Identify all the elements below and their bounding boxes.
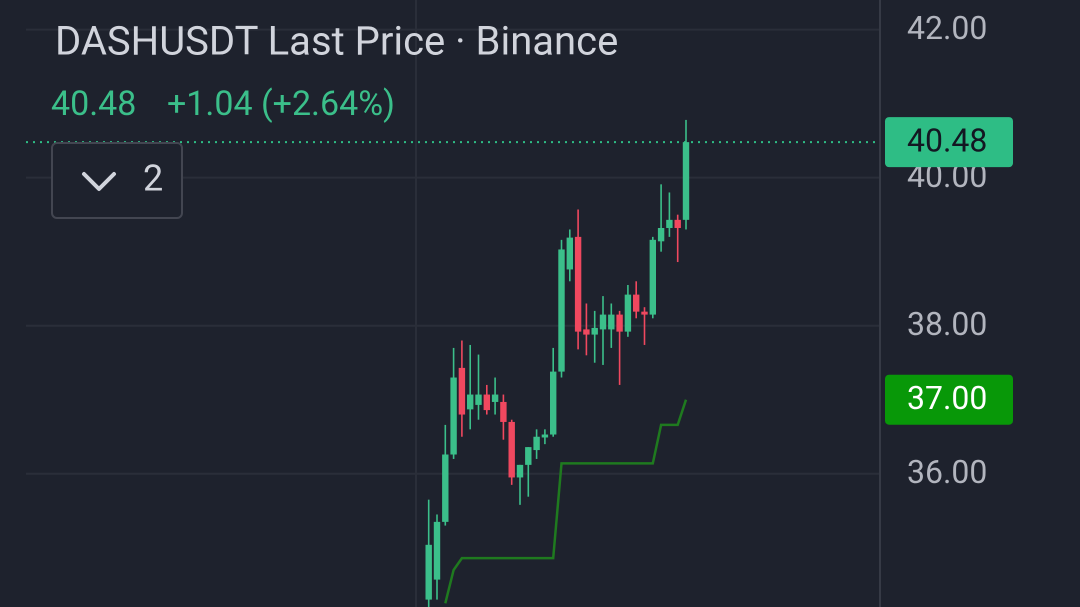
header-price: 40.48 xyxy=(51,84,136,124)
price-label: 37.00 xyxy=(907,379,987,417)
candle-body xyxy=(433,521,441,580)
price-label-box xyxy=(885,117,1013,168)
y-tick-label: 42.00 xyxy=(907,9,987,47)
candle-body xyxy=(483,394,490,411)
candle-body xyxy=(475,394,482,405)
candle-body xyxy=(591,327,598,335)
candle-body xyxy=(583,329,590,335)
candle-body xyxy=(541,434,549,438)
candle-body xyxy=(550,371,557,435)
candle-body xyxy=(425,544,432,600)
candle-body xyxy=(666,219,673,228)
candle-body xyxy=(649,239,656,315)
candle-body xyxy=(458,367,466,415)
candle-body xyxy=(467,394,474,410)
candle-body xyxy=(442,454,449,522)
candle-body xyxy=(558,249,565,372)
candle-body xyxy=(599,314,607,330)
candle-body xyxy=(682,142,690,220)
price-label-box xyxy=(885,374,1013,425)
collapse-button[interactable]: 2 xyxy=(51,142,183,219)
candle-body xyxy=(525,447,532,465)
indicator-line xyxy=(444,399,688,604)
candle-body xyxy=(516,464,524,478)
candle-body xyxy=(641,311,648,315)
candle-body xyxy=(608,314,615,330)
candle-body xyxy=(657,227,665,242)
candle-body xyxy=(533,436,540,451)
candle-body xyxy=(574,236,582,332)
candle-body xyxy=(500,401,507,422)
candle-body xyxy=(450,377,457,455)
y-tick-label: 36.00 xyxy=(907,453,987,491)
chevron-icon[interactable] xyxy=(82,172,116,191)
chart-title: DASHUSDT Last Price · Binance xyxy=(55,18,618,65)
candle-body xyxy=(674,219,681,228)
y-tick-label: 38.00 xyxy=(907,305,987,343)
header-change: +1.04 (+2.64%) xyxy=(167,84,395,124)
price-label: 40.48 xyxy=(907,122,987,160)
candle-body xyxy=(566,237,573,270)
candle-body xyxy=(508,421,515,478)
candle-body xyxy=(624,294,632,332)
candle-body xyxy=(616,314,623,332)
button-frame[interactable] xyxy=(51,142,183,219)
candle-body xyxy=(491,394,499,402)
collapse-count[interactable]: 2 xyxy=(143,158,163,200)
candle-body xyxy=(633,294,640,312)
